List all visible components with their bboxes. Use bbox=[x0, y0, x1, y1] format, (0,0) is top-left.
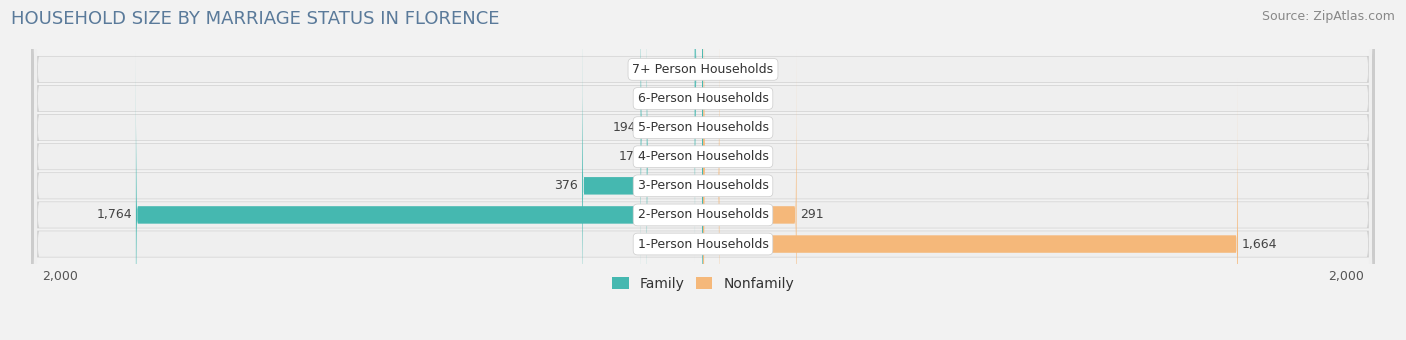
FancyBboxPatch shape bbox=[31, 0, 1375, 340]
Text: 4-Person Households: 4-Person Households bbox=[637, 150, 769, 163]
Text: HOUSEHOLD SIZE BY MARRIAGE STATUS IN FLORENCE: HOUSEHOLD SIZE BY MARRIAGE STATUS IN FLO… bbox=[11, 10, 499, 28]
FancyBboxPatch shape bbox=[34, 0, 1372, 340]
Text: 175: 175 bbox=[619, 150, 643, 163]
FancyBboxPatch shape bbox=[31, 0, 1375, 340]
FancyBboxPatch shape bbox=[696, 0, 703, 235]
Text: 194: 194 bbox=[613, 121, 637, 134]
Text: Source: ZipAtlas.com: Source: ZipAtlas.com bbox=[1261, 10, 1395, 23]
Text: 6-Person Households: 6-Person Households bbox=[637, 92, 769, 105]
FancyBboxPatch shape bbox=[31, 0, 1375, 340]
Text: 3-Person Households: 3-Person Households bbox=[637, 179, 769, 192]
Text: 5-Person Households: 5-Person Households bbox=[637, 121, 769, 134]
FancyBboxPatch shape bbox=[34, 0, 1372, 340]
FancyBboxPatch shape bbox=[641, 0, 703, 293]
FancyBboxPatch shape bbox=[31, 0, 1375, 340]
FancyBboxPatch shape bbox=[34, 0, 1372, 340]
Text: 6: 6 bbox=[709, 150, 717, 163]
Text: 291: 291 bbox=[800, 208, 824, 221]
FancyBboxPatch shape bbox=[703, 49, 797, 340]
Text: 51: 51 bbox=[723, 179, 740, 192]
Legend: Family, Nonfamily: Family, Nonfamily bbox=[606, 271, 800, 296]
FancyBboxPatch shape bbox=[647, 0, 703, 323]
FancyBboxPatch shape bbox=[582, 20, 703, 340]
FancyBboxPatch shape bbox=[136, 49, 703, 340]
Text: 2-Person Households: 2-Person Households bbox=[637, 208, 769, 221]
FancyBboxPatch shape bbox=[31, 0, 1375, 340]
FancyBboxPatch shape bbox=[34, 0, 1372, 340]
Text: 24: 24 bbox=[676, 63, 692, 76]
FancyBboxPatch shape bbox=[31, 0, 1375, 340]
FancyBboxPatch shape bbox=[703, 0, 704, 323]
Text: 0: 0 bbox=[741, 92, 749, 105]
FancyBboxPatch shape bbox=[703, 78, 1237, 340]
FancyBboxPatch shape bbox=[695, 0, 703, 265]
FancyBboxPatch shape bbox=[703, 20, 720, 340]
Text: 26: 26 bbox=[675, 92, 690, 105]
Text: 0: 0 bbox=[741, 121, 749, 134]
Text: 1-Person Households: 1-Person Households bbox=[637, 238, 769, 251]
FancyBboxPatch shape bbox=[34, 0, 1372, 340]
Text: 0: 0 bbox=[741, 63, 749, 76]
Text: 1,664: 1,664 bbox=[1241, 238, 1277, 251]
Text: 1,764: 1,764 bbox=[97, 208, 132, 221]
Text: 7+ Person Households: 7+ Person Households bbox=[633, 63, 773, 76]
FancyBboxPatch shape bbox=[31, 0, 1375, 340]
Text: 376: 376 bbox=[554, 179, 578, 192]
FancyBboxPatch shape bbox=[34, 0, 1372, 340]
FancyBboxPatch shape bbox=[34, 0, 1372, 340]
